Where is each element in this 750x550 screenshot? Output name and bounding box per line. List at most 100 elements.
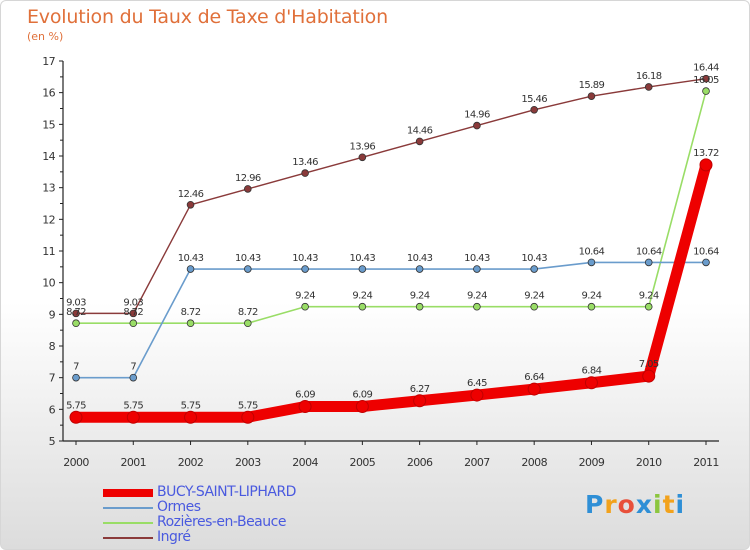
data-point (415, 137, 424, 146)
data-point (702, 74, 710, 83)
data-point (415, 302, 424, 311)
data-label: 8.72 (66, 307, 86, 318)
data-point (415, 265, 424, 273)
data-label: 12.96 (235, 173, 261, 184)
data-label: 6.09 (295, 389, 315, 400)
data-point (244, 265, 252, 273)
data-point (642, 369, 656, 383)
data-point (587, 258, 596, 267)
x-tick-label: 2005 (350, 456, 376, 469)
data-label: 5.75 (238, 400, 258, 411)
data-point (470, 388, 484, 402)
data-label: 14.46 (407, 125, 433, 136)
data-point (301, 302, 309, 311)
y-tick-label: 12 (42, 213, 55, 226)
data-label: 6.64 (524, 372, 544, 383)
data-point (473, 121, 481, 130)
data-label: 13.46 (292, 157, 318, 168)
data-label: 13.72 (693, 148, 719, 159)
data-point (129, 373, 138, 382)
legend-label: BUCY-SAINT-LIPHARD (157, 484, 296, 500)
data-label: 9.24 (524, 291, 544, 302)
legend: BUCY-SAINT-LIPHARD Ormes Rozières-en-Beauc… (103, 485, 296, 545)
y-tick-label: 13 (42, 182, 55, 195)
x-tick-label: 2001 (120, 456, 146, 469)
x-tick-label: 2000 (63, 456, 89, 469)
legend-label: Ingré (157, 529, 191, 545)
data-point (530, 302, 538, 311)
data-label: 9.24 (352, 291, 372, 302)
data-point (644, 83, 653, 91)
data-point (702, 87, 710, 95)
data-label: 9.24 (295, 291, 315, 302)
data-label: 10.64 (636, 246, 662, 257)
data-point (699, 158, 713, 172)
legend-item: Ingré (103, 530, 296, 545)
data-point (126, 410, 140, 424)
data-point (587, 92, 596, 100)
series-line-3 (75, 90, 707, 325)
data-point (186, 319, 195, 328)
data-point (186, 265, 195, 273)
data-label: 6.09 (352, 389, 372, 400)
data-point (69, 410, 83, 424)
data-point (358, 265, 367, 273)
data-point (355, 399, 369, 413)
data-point (244, 185, 252, 193)
data-label: 15.89 (579, 80, 605, 91)
data-label: 10.43 (292, 253, 318, 264)
y-tick-label: 16 (42, 87, 55, 100)
series-line-2 (75, 261, 707, 379)
data-point (72, 309, 80, 318)
data-label: 6.45 (467, 378, 487, 389)
y-tick-label: 10 (42, 277, 55, 290)
series-line-1 (70, 159, 712, 423)
data-point (298, 399, 312, 413)
data-point (301, 265, 309, 273)
legend-swatch (103, 488, 153, 497)
legend-swatch (103, 521, 153, 524)
x-tick-label: 2010 (636, 456, 662, 469)
data-label: 12.46 (178, 189, 204, 200)
y-tick-label: 17 (42, 55, 55, 68)
data-point (358, 302, 367, 311)
data-point (72, 373, 80, 382)
x-tick-label: 2011 (693, 456, 719, 469)
y-tick-label: 7 (49, 372, 56, 385)
data-label: 5.75 (123, 400, 143, 411)
data-point (184, 410, 198, 424)
data-point (413, 394, 427, 408)
data-label: 9.03 (66, 297, 86, 308)
data-point (702, 258, 710, 267)
data-point (530, 265, 538, 273)
data-label: 8.72 (181, 307, 201, 318)
data-label: 8.72 (123, 307, 143, 318)
data-label: 14.96 (464, 110, 490, 121)
data-point (473, 265, 481, 273)
y-tick-label: 6 (49, 403, 56, 416)
data-point (129, 319, 138, 328)
data-label: 10.43 (521, 253, 547, 264)
data-point (644, 258, 653, 267)
data-label: 15.46 (521, 94, 547, 105)
y-tick-label: 8 (49, 340, 56, 353)
chart-title: Evolution du Taux de Taxe d'Habitation (27, 6, 388, 28)
data-label: 9.24 (639, 291, 659, 302)
y-tick-label: 5 (49, 435, 56, 448)
series-line-4 (75, 78, 707, 315)
data-point (129, 309, 138, 318)
data-label: 16.05 (693, 75, 719, 86)
data-label: 7 (73, 362, 79, 373)
legend-item: Ormes (103, 500, 296, 515)
data-point (644, 302, 653, 311)
data-label: 6.27 (410, 384, 430, 395)
legend-label: Rozières-en-Beauce (157, 514, 286, 530)
y-tick-label: 9 (49, 308, 56, 321)
data-label: 10.43 (350, 253, 376, 264)
data-label: 5.75 (181, 400, 201, 411)
x-tick-label: 2008 (521, 456, 547, 469)
data-point (587, 302, 596, 311)
data-label: 6.84 (582, 366, 602, 377)
